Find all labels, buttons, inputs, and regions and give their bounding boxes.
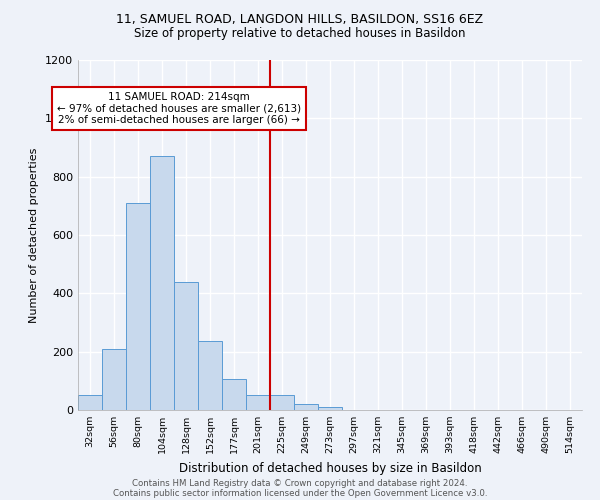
Text: 11, SAMUEL ROAD, LANGDON HILLS, BASILDON, SS16 6EZ: 11, SAMUEL ROAD, LANGDON HILLS, BASILDON… bbox=[116, 12, 484, 26]
Bar bbox=[246, 396, 270, 410]
Text: Contains HM Land Registry data © Crown copyright and database right 2024.: Contains HM Land Registry data © Crown c… bbox=[132, 478, 468, 488]
X-axis label: Distribution of detached houses by size in Basildon: Distribution of detached houses by size … bbox=[179, 462, 481, 474]
Bar bbox=[126, 203, 150, 410]
Y-axis label: Number of detached properties: Number of detached properties bbox=[29, 148, 40, 322]
Bar bbox=[102, 349, 126, 410]
Text: Contains public sector information licensed under the Open Government Licence v3: Contains public sector information licen… bbox=[113, 488, 487, 498]
Text: Size of property relative to detached houses in Basildon: Size of property relative to detached ho… bbox=[134, 28, 466, 40]
Bar bbox=[150, 156, 174, 410]
Bar bbox=[78, 396, 102, 410]
Bar bbox=[294, 404, 318, 410]
Bar bbox=[222, 380, 246, 410]
Text: 11 SAMUEL ROAD: 214sqm
← 97% of detached houses are smaller (2,613)
2% of semi-d: 11 SAMUEL ROAD: 214sqm ← 97% of detached… bbox=[57, 92, 301, 126]
Bar bbox=[174, 282, 198, 410]
Bar bbox=[270, 396, 294, 410]
Bar bbox=[198, 342, 222, 410]
Bar bbox=[318, 407, 342, 410]
